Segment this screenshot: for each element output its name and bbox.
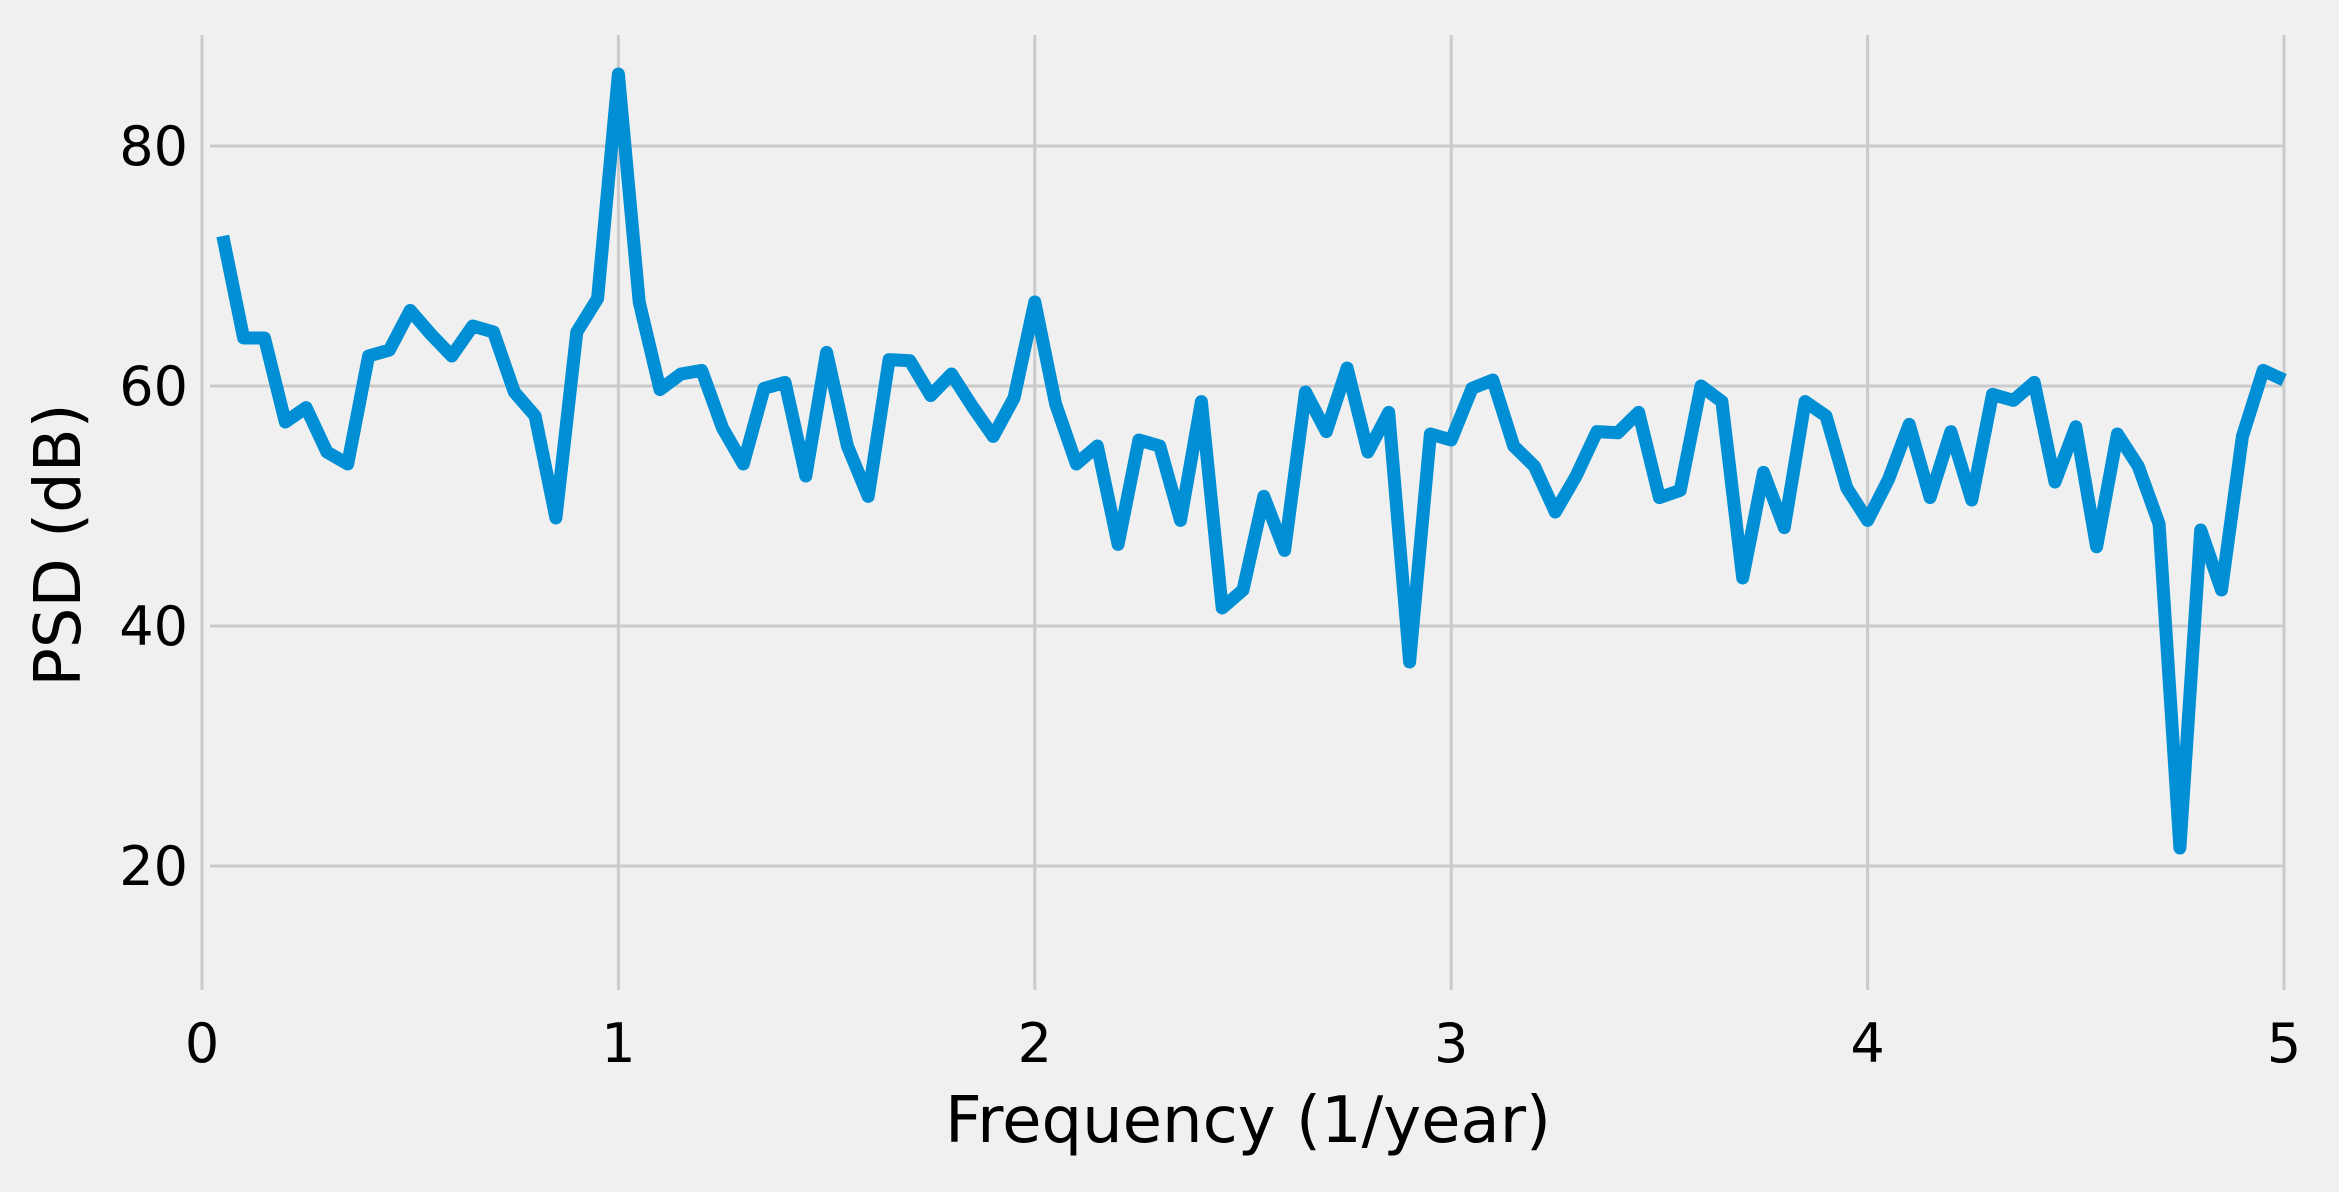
x-tick-label: 4 [1850, 1012, 1884, 1075]
x-tick-label: 2 [1018, 1012, 1052, 1075]
x-tick-label: 5 [2267, 1012, 2301, 1075]
x-tick-label: 3 [1434, 1012, 1468, 1075]
series-lines [216, 67, 2287, 855]
y-tick-label: 20 [119, 835, 188, 898]
x-tick-label: 0 [185, 1012, 219, 1075]
x-tick-label: 1 [601, 1012, 635, 1075]
y-tick-label: 80 [119, 115, 188, 178]
tick-labels: 0 1 2 3 4 5 20 40 60 80 [119, 115, 2301, 1075]
y-tick-label: 60 [119, 355, 188, 418]
series-line [216, 67, 2287, 855]
x-axis-label: Frequency (1/year) [945, 1084, 1551, 1158]
y-axis-label: PSD (dB) [22, 403, 96, 686]
y-tick-label: 40 [119, 595, 188, 658]
